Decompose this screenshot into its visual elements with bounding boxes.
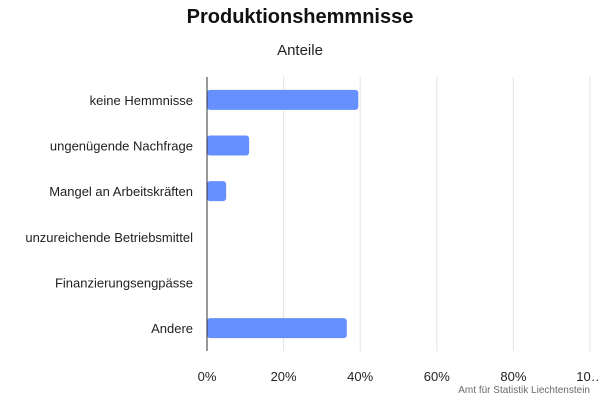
x-tick-label: 20% bbox=[271, 369, 297, 384]
category-label: Andere bbox=[151, 321, 193, 336]
x-tick-label: 10… bbox=[576, 369, 600, 384]
x-tick-label: 80% bbox=[500, 369, 526, 384]
category-label: Mangel an Arbeitskräften bbox=[49, 184, 193, 199]
gridlines bbox=[283, 77, 591, 351]
credit-text: Amt für Statistik Liechtenstein bbox=[458, 385, 590, 396]
x-tick-label: 0% bbox=[198, 369, 217, 384]
category-label: Finanzierungsengpässe bbox=[55, 276, 193, 291]
chart-subtitle: Anteile bbox=[277, 42, 323, 59]
category-label: ungenügende Nachfrage bbox=[50, 139, 193, 154]
x-tick-label: 40% bbox=[347, 369, 373, 384]
category-label: keine Hemmnisse bbox=[90, 93, 193, 108]
bars bbox=[207, 89, 359, 339]
x-tick-label: 60% bbox=[424, 369, 450, 384]
category-label: unzureichende Betriebsmittel bbox=[25, 230, 193, 245]
category-labels: keine Hemmnisse ungenügende Nachfrage Mang… bbox=[25, 93, 193, 336]
bar[interactable] bbox=[207, 318, 347, 339]
bar[interactable] bbox=[207, 135, 250, 156]
chart-title: Produktionshemmnisse bbox=[186, 6, 414, 28]
bar[interactable] bbox=[207, 89, 359, 110]
x-tick-labels: 0% 20% 40% 60% 80% 10… bbox=[198, 369, 600, 384]
bar[interactable] bbox=[207, 181, 227, 202]
